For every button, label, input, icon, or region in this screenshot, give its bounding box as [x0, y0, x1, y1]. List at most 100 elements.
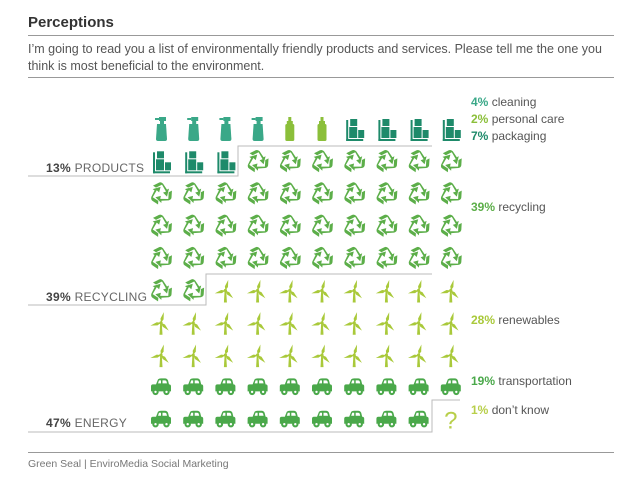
title-divider	[28, 35, 614, 36]
group-name: PRODUCTS	[75, 161, 145, 175]
wind-turbine-icon	[343, 312, 362, 335]
legend-label: personal care	[492, 112, 565, 126]
recycle-icon	[183, 246, 205, 270]
wind-turbine-icon	[407, 312, 427, 335]
legend-percent: 19%	[471, 374, 498, 388]
wind-turbine-icon	[182, 344, 201, 368]
recycle-icon	[312, 214, 333, 237]
recycle-icon	[344, 182, 366, 205]
car-icon	[408, 378, 429, 396]
lotion-bottle-icon	[317, 117, 327, 141]
recycle-icon	[279, 149, 301, 173]
wind-turbine-icon	[150, 344, 169, 368]
boxes-icon	[442, 119, 461, 141]
car-icon	[215, 378, 236, 396]
wind-turbine-icon	[311, 279, 330, 303]
boxes-icon	[378, 119, 397, 141]
recycle-icon	[151, 182, 172, 205]
car-icon	[279, 378, 300, 396]
question-mark-icon: ?	[444, 408, 457, 435]
legend-percent: 4%	[471, 95, 492, 109]
legend-label: renewables	[498, 313, 559, 327]
legend-percent: 2%	[471, 112, 492, 126]
recycle-icon	[440, 182, 462, 205]
wind-turbine-icon	[182, 312, 201, 335]
recycle-icon	[183, 214, 205, 237]
recycle-icon	[247, 149, 269, 173]
car-icon	[376, 378, 397, 396]
recycle-icon	[440, 149, 462, 173]
legend-personal-care: 2% personal care	[471, 112, 565, 126]
recycle-icon	[344, 246, 366, 270]
recycle-icon	[408, 182, 430, 205]
recycle-icon	[279, 214, 301, 237]
car-icon	[151, 378, 171, 396]
recycle-icon	[440, 246, 462, 270]
recycle-icon	[376, 214, 398, 237]
wind-turbine-icon	[407, 344, 427, 368]
group-percent: 39%	[46, 290, 75, 304]
wind-turbine-icon	[279, 279, 298, 303]
wind-turbine-icon	[375, 312, 395, 335]
wind-turbine-icon	[440, 312, 459, 335]
legend-label: don’t know	[492, 403, 550, 417]
legend-renewables: 28% renewables	[471, 313, 560, 327]
page-title: Perceptions	[28, 14, 114, 31]
recycle-icon	[151, 214, 172, 237]
car-icon	[215, 410, 236, 428]
recycle-icon	[344, 214, 366, 237]
recycle-icon	[344, 149, 366, 173]
car-icon	[151, 410, 171, 428]
car-icon	[279, 410, 300, 428]
legend-transportation: 19% transportation	[471, 374, 572, 388]
legend-label: packaging	[492, 129, 547, 143]
recycle-icon	[151, 246, 172, 270]
car-icon	[247, 378, 268, 396]
group-label-recycling: 39% RECYCLING	[46, 290, 147, 304]
car-icon	[312, 410, 332, 428]
wind-turbine-icon	[246, 344, 266, 368]
legend-percent: 28%	[471, 313, 498, 327]
recycle-icon	[408, 246, 430, 270]
recycle-icon	[215, 182, 237, 205]
wind-turbine-icon	[311, 344, 330, 368]
wind-turbine-icon	[343, 279, 362, 303]
legend-recycling: 39% recycling	[471, 200, 546, 214]
legend-label: recycling	[498, 200, 545, 214]
boxes-icon	[153, 151, 171, 174]
wind-turbine-icon	[279, 312, 298, 335]
wind-turbine-icon	[407, 279, 427, 303]
boxes-icon	[185, 151, 204, 174]
car-icon	[440, 378, 461, 396]
legend-packaging: 7% packaging	[471, 129, 546, 143]
legend-label: cleaning	[492, 95, 537, 109]
boxes-icon	[346, 119, 365, 141]
wind-turbine-icon	[440, 279, 459, 303]
recycle-icon	[215, 214, 237, 237]
recycle-icon	[279, 246, 301, 270]
recycle-icon	[312, 182, 333, 205]
legend-label: transportation	[498, 374, 571, 388]
group-divider	[28, 399, 460, 433]
legend-percent: 1%	[471, 403, 492, 417]
recycle-icon	[151, 279, 172, 302]
group-divider	[28, 145, 432, 177]
svg-text:?: ?	[444, 408, 457, 435]
car-icon	[312, 378, 332, 396]
wind-turbine-icon	[246, 312, 266, 335]
recycle-icon	[376, 182, 398, 205]
wind-turbine-icon	[214, 312, 234, 335]
group-percent: 47%	[46, 416, 75, 430]
source-footer: Green Seal | EnviroMedia Social Marketin…	[28, 458, 229, 470]
wind-turbine-icon	[311, 312, 330, 335]
wind-turbine-icon	[246, 279, 266, 303]
group-percent: 13%	[46, 161, 75, 175]
recycle-icon	[376, 246, 398, 270]
legend-cleaning: 4% cleaning	[471, 95, 536, 109]
car-icon	[408, 410, 429, 428]
footer-divider	[28, 452, 614, 453]
recycle-icon	[247, 246, 269, 270]
boxes-icon	[217, 151, 236, 174]
car-icon	[376, 410, 397, 428]
